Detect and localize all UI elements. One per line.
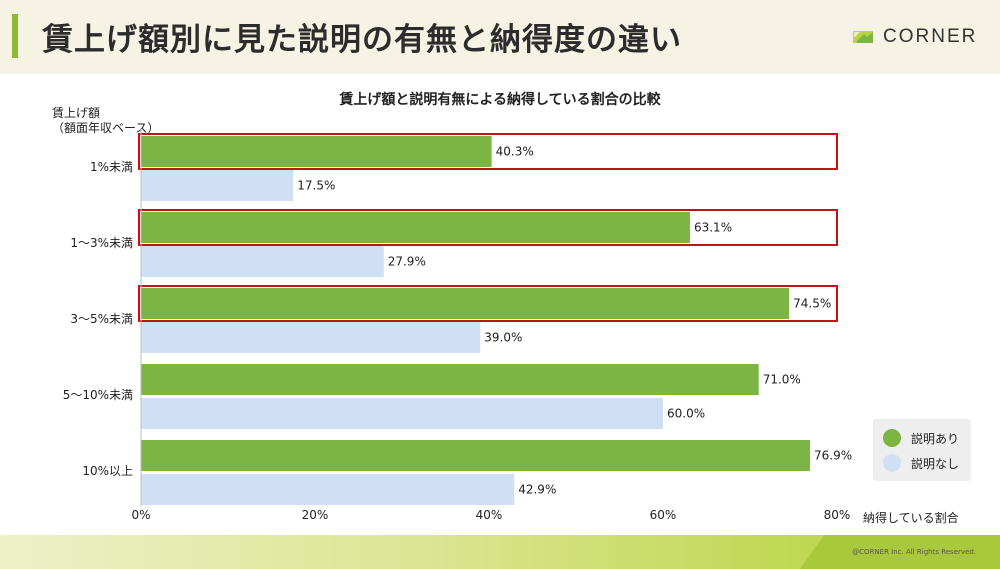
highlight-box xyxy=(138,133,838,170)
legend-swatch-series-2 xyxy=(883,454,901,472)
legend-label-series-1: 説明あり xyxy=(911,431,960,446)
chart-title: 賃上げ額と説明有無による納得している割合の比較 xyxy=(339,92,661,108)
bar xyxy=(141,474,515,505)
category-label: 1〜3%未満 xyxy=(70,236,133,250)
page-title: 賃上げ額別に見た説明の有無と納得度の違い xyxy=(42,22,682,58)
title-accent-bar xyxy=(12,14,18,58)
bar xyxy=(141,136,492,167)
data-label: 42.9% xyxy=(518,483,556,497)
legend-item-series-1: 説明あり xyxy=(883,429,959,447)
logo-text: CORNER xyxy=(883,26,978,47)
bar xyxy=(141,322,481,353)
data-label: 17.5% xyxy=(297,179,335,193)
footer-band: @CORNER Inc. All Rights Reserved. xyxy=(0,535,1000,569)
footer-accent xyxy=(800,535,1000,569)
legend: 説明あり 説明なし xyxy=(873,419,971,481)
y-axis-label-line-1: 賃上げ額 xyxy=(52,106,101,120)
data-label: 71.0% xyxy=(763,373,801,387)
data-label: 40.3% xyxy=(496,145,534,159)
legend-item-series-2: 説明なし xyxy=(883,454,959,472)
highlight-box xyxy=(138,209,838,246)
x-tick-label: 80% xyxy=(824,508,851,522)
x-axis-label: 納得している割合 xyxy=(863,511,959,525)
category-label: 5〜10%未満 xyxy=(63,388,133,402)
bar xyxy=(141,398,663,429)
x-tick-label: 0% xyxy=(131,508,150,522)
y-axis-label: 賃上げ額 （額面年収ベース） xyxy=(52,106,159,136)
header-banner: 賃上げ額別に見た説明の有無と納得度の違い CORNER xyxy=(0,0,1000,74)
data-label: 60.0% xyxy=(667,407,705,421)
legend-swatch-series-1 xyxy=(883,429,901,447)
copyright-text: @CORNER Inc. All Rights Reserved. xyxy=(852,548,976,556)
y-axis-label-line-2: （額面年収ベース） xyxy=(52,121,160,135)
category-label: 1%未満 xyxy=(90,160,133,174)
x-tick-label: 40% xyxy=(476,508,503,522)
data-label: 76.9% xyxy=(814,449,852,463)
bar xyxy=(141,440,811,471)
bar xyxy=(141,364,759,395)
x-tick-label: 20% xyxy=(302,508,329,522)
x-tick-label: 60% xyxy=(650,508,677,522)
corner-logo: CORNER xyxy=(851,26,977,48)
data-label: 27.9% xyxy=(388,255,426,269)
category-label: 10%以上 xyxy=(82,464,133,478)
bar xyxy=(141,170,294,201)
bar xyxy=(141,246,384,277)
data-label: 74.5% xyxy=(793,297,831,311)
category-label: 3〜5%未満 xyxy=(70,312,133,326)
bar xyxy=(141,288,790,319)
data-label: 39.0% xyxy=(484,331,522,345)
corner-logo-icon xyxy=(853,31,873,43)
highlight-box xyxy=(138,285,838,322)
bar xyxy=(141,212,690,243)
legend-label-series-2: 説明なし xyxy=(911,456,960,471)
data-label: 63.1% xyxy=(694,221,732,235)
